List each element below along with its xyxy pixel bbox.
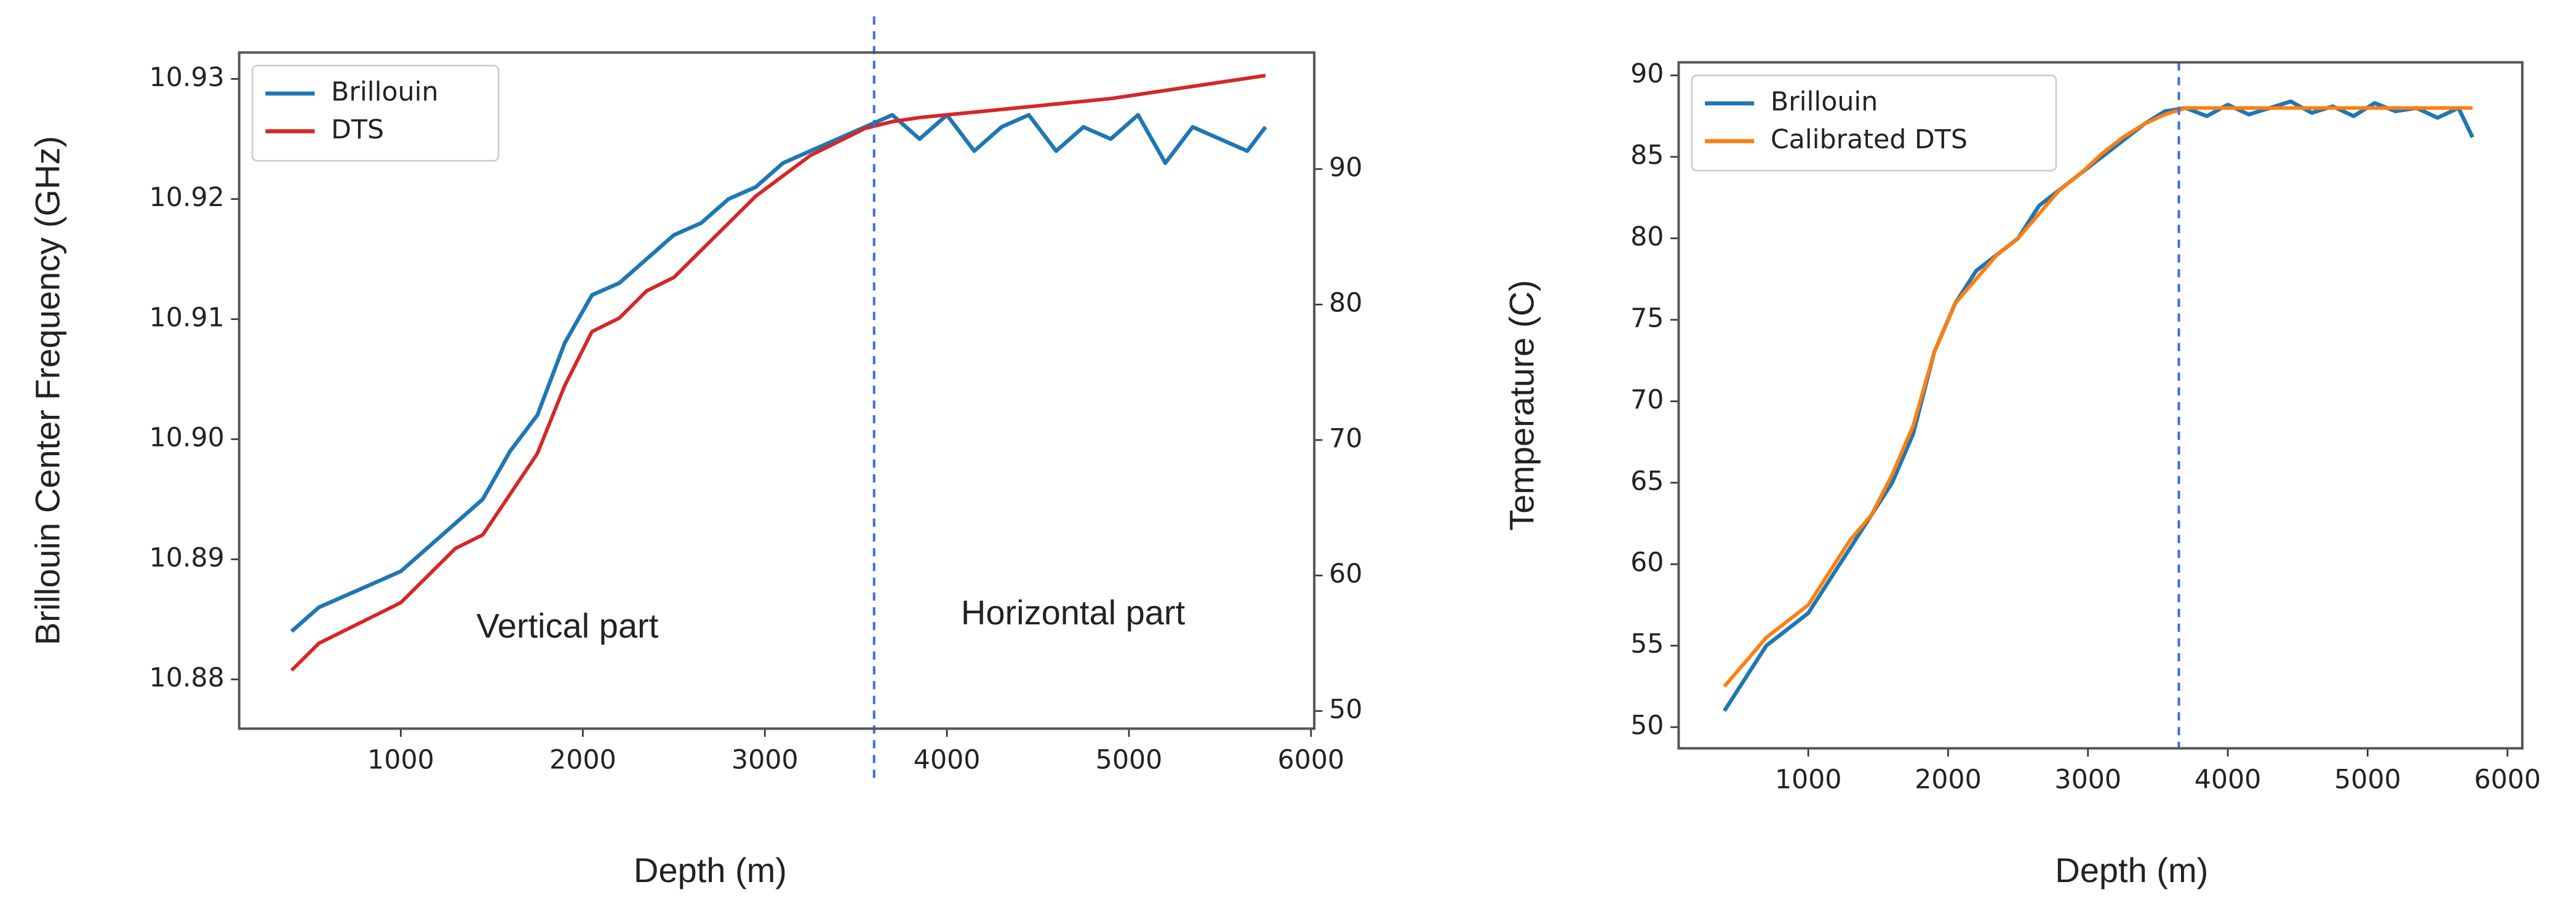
legend-box [251,65,500,162]
data-line [290,73,1266,672]
x-tick-label: 4000 [2195,764,2262,795]
plot-frame [237,51,1316,730]
y2-tick-label: 60 [1329,559,1362,589]
x-tick-label: 1000 [1775,764,1842,795]
legend-label: Brillouin [1771,87,1878,117]
y2-tick-label: 50 [1329,694,1362,725]
y-tick-label: 80 [1630,221,1664,252]
x-tick-label: 3000 [2054,764,2121,795]
legend-label: Calibrated DTS [1771,124,1968,155]
x-tick-label: 1000 [367,744,434,775]
x-tick-label: 6000 [1278,744,1345,775]
x-tick-label: 5000 [1096,744,1163,775]
y-tick-label: 10.90 [150,423,225,453]
y-tick-label: 65 [1630,466,1664,496]
y-tick-label: 75 [1630,303,1664,333]
x-tick-label: 3000 [732,744,799,775]
annotation: Horizontal part [961,593,1186,632]
x-axis-label: Depth (m) [2055,851,2208,889]
x-axis-label: Depth (m) [634,851,787,889]
y-tick-label: 70 [1630,384,1664,415]
y2-tick-label: 90 [1329,152,1362,183]
y-tick-label: 10.93 [150,62,225,93]
x-tick-label: 2000 [549,744,616,775]
y-tick-label: 10.92 [150,182,225,213]
x-tick-label: 2000 [1915,764,1982,795]
y-tick-label: 10.89 [150,543,225,573]
data-line [1723,99,2474,712]
annotation: Vertical part [476,607,658,645]
y-tick-label: 55 [1630,629,1664,659]
y-tick-label: 60 [1630,547,1664,578]
y-tick-label: 10.91 [150,302,225,333]
y-axis-label: Temperature (C) [1502,280,1541,531]
data-line [290,113,1267,633]
legend-label: Brillouin [331,77,438,108]
y-tick-label: 50 [1630,710,1664,741]
y-tick-label: 85 [1630,140,1664,171]
data-line [1723,106,2473,688]
plot-frame [1677,61,2524,750]
y2-tick-label: 80 [1329,288,1362,319]
x-tick-label: 5000 [2334,764,2401,795]
y-tick-label: 10.88 [150,662,225,693]
x-tick-label: 4000 [914,744,981,775]
legend-box [1691,74,2057,172]
legend-label: DTS [331,114,384,145]
x-tick-label: 6000 [2474,764,2541,795]
y-tick-label: 90 [1630,58,1664,89]
y-axis-label: Brillouin Center Frequency (GHz) [28,136,67,645]
y2-tick-label: 70 [1329,423,1362,454]
